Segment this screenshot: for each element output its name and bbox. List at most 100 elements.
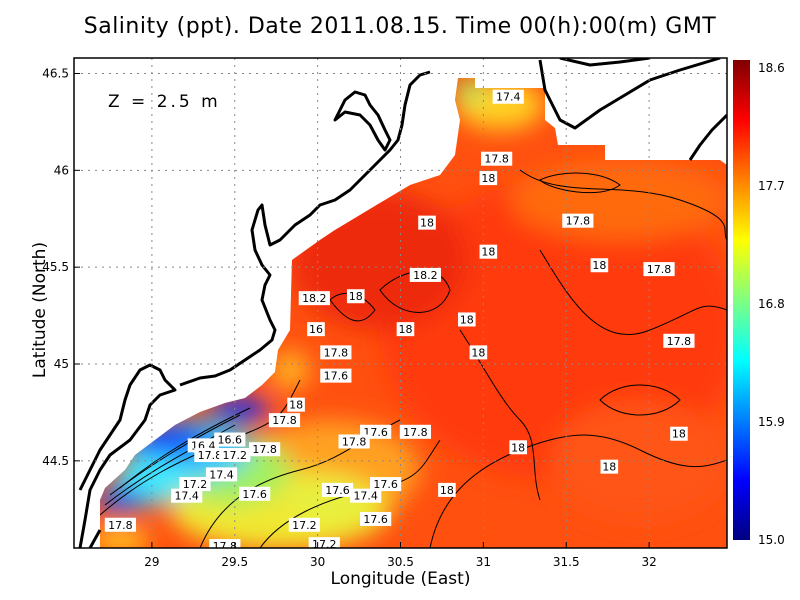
contour-label-box <box>418 215 436 230</box>
contour-label-box <box>399 424 432 439</box>
contour-label-box <box>346 289 365 304</box>
contour-label-text: 18 <box>471 346 485 359</box>
contour-label: 18 <box>457 312 476 327</box>
contour-label: 17.6 <box>320 368 352 383</box>
contour-label-text: 18 <box>460 313 474 326</box>
contour-label-box <box>209 539 241 548</box>
contour-label-text: 17.6 <box>373 478 398 491</box>
contour-label: 18 <box>509 440 527 455</box>
colorbar-label: 17.7 <box>758 179 785 193</box>
coastline <box>78 58 727 548</box>
contour-label: 17.6 <box>239 486 271 501</box>
contour-label-text: 18 <box>672 428 686 441</box>
contour-label-text: 17.4 <box>209 468 234 481</box>
contour-label: 18 <box>479 171 498 186</box>
contour-label-text: 17.4 <box>496 91 521 104</box>
contour-label-text: 18 <box>511 441 525 454</box>
contour-label-box <box>214 432 246 447</box>
contour-label-box <box>320 368 352 383</box>
contour-label-box <box>670 426 688 441</box>
contour-label: 18.2 <box>298 291 330 306</box>
contour-label-text: 17.8 <box>198 449 223 462</box>
contour-label-text: 17.4 <box>353 490 378 503</box>
contour-label: 17.2 <box>179 477 211 492</box>
contour-label: 17.4 <box>171 488 203 503</box>
plot-title: Salinity (ppt). Date 2011.08.15. Time 00… <box>83 14 717 39</box>
contour-label-box <box>104 517 137 532</box>
y-axis-ticks: 44.5 45 45.5 46 46.5 <box>42 66 80 468</box>
contour-label-box <box>492 89 524 104</box>
contour-label-text: 17.8 <box>324 346 349 359</box>
contour-label: 17.6 <box>369 477 402 492</box>
contour-label-box <box>308 537 340 548</box>
contour-label-box <box>643 262 675 277</box>
colorbar-label: 16.8 <box>758 297 785 311</box>
contour-label: 16.6 <box>214 432 246 447</box>
contour-label-box <box>350 488 382 503</box>
contour-label-box <box>590 258 609 273</box>
contour-label-text: 17.8 <box>484 153 509 166</box>
contour-label-text: 17.4 <box>174 490 199 503</box>
x-tick-label: 31 <box>476 555 491 569</box>
contour-label-text: 18.2 <box>302 292 327 305</box>
contour-label-box <box>360 511 392 526</box>
contour-label: 17.8 <box>268 413 301 428</box>
contour-label-box <box>179 477 211 492</box>
contour-label-text: 18 <box>398 323 412 336</box>
colorbar-label: 15.9 <box>758 415 785 429</box>
contour-label: 18 <box>396 322 415 337</box>
contour-label-text: 18 <box>349 290 363 303</box>
x-axis-label: Longitude (East) <box>330 569 471 589</box>
contour-label-text: 16 <box>309 323 323 336</box>
contour-label: 17.8 <box>104 517 137 532</box>
contour-label-box <box>239 486 271 501</box>
contour-label: 17.6 <box>321 482 354 497</box>
colorbar-labels: 18.6 17.7 16.8 15.9 15.0 <box>758 61 785 547</box>
contour-label-box <box>268 413 301 428</box>
x-tick-label: 32 <box>641 555 656 569</box>
contour-label-box <box>338 434 370 449</box>
contour-label-text: 17.2 <box>292 519 317 532</box>
contour-label: 17.8 <box>209 539 241 548</box>
contour-label: 17.4 <box>492 89 524 104</box>
x-axis-ticks: 29 29.5 30 30.5 31 31.5 32 <box>144 542 657 569</box>
contour-label-box <box>298 291 330 306</box>
contour-label-text: 17.8 <box>647 263 672 276</box>
contour-label-box <box>396 322 415 337</box>
contour-label: 18 <box>600 459 619 474</box>
contour-label: 17.8 <box>399 424 432 439</box>
contour-label: 17.8 <box>663 333 695 348</box>
contour-label-box <box>171 488 203 503</box>
contour-label-box <box>205 467 238 482</box>
contour-label-box <box>321 482 354 497</box>
contour-label-text: 17.6 <box>324 370 349 383</box>
contour-label-text: 16.6 <box>218 434 243 447</box>
contour-label: 17.2 <box>308 537 340 548</box>
contour-label-box <box>479 171 498 186</box>
colorbar-label: 18.6 <box>758 61 785 75</box>
contour-label: 18 <box>418 215 436 230</box>
contour-label-text: 17.6 <box>242 488 267 501</box>
contour-label-text: 18 <box>420 217 434 230</box>
contour-label-box <box>509 440 527 455</box>
contour-label-box <box>479 244 498 259</box>
contour-label-text: 17.8 <box>272 414 297 427</box>
contour-label-text: 17.2 <box>223 449 248 462</box>
contour-label: 17.2 <box>219 448 251 463</box>
contour-label: 17.8 <box>320 345 352 360</box>
contour-label-box <box>288 517 320 532</box>
colorbar-label: 15.0 <box>758 533 785 547</box>
y-tick-label: 46 <box>54 163 69 177</box>
contour-label: 18 <box>590 258 609 273</box>
contour-label-box <box>469 345 488 360</box>
contour-label: 18.2 <box>409 267 441 282</box>
contour-label: 17.8 <box>248 442 281 457</box>
contour-label: 18 <box>438 482 456 497</box>
contour-label-box <box>194 448 226 463</box>
contour-label: 17.8 <box>481 151 513 166</box>
contour-label-text: 18 <box>481 246 495 259</box>
x-tick-label: 29 <box>144 555 159 569</box>
x-tick-label: 30 <box>310 555 325 569</box>
contour-label-box <box>409 267 441 282</box>
